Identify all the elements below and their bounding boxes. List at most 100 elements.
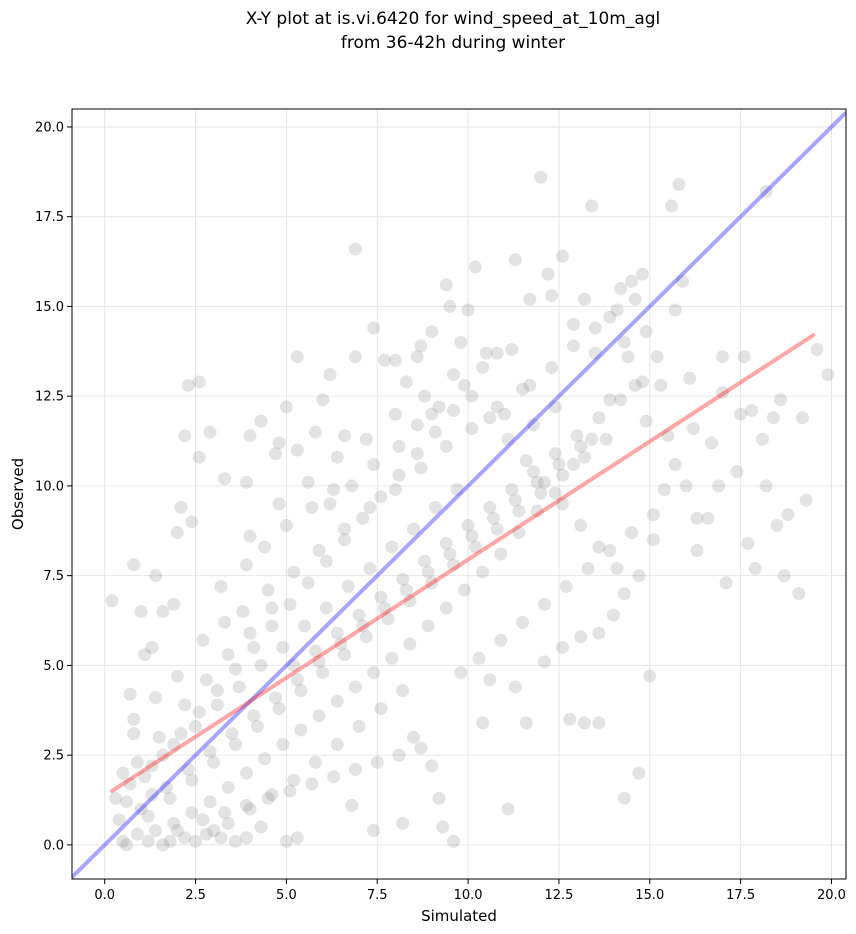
data-point xyxy=(316,666,330,680)
data-point xyxy=(443,299,457,313)
data-point xyxy=(541,267,555,281)
data-point xyxy=(338,429,352,443)
data-point xyxy=(577,450,591,464)
data-point xyxy=(614,281,628,295)
data-point xyxy=(388,407,402,421)
data-point xyxy=(592,626,606,640)
data-point xyxy=(290,350,304,364)
data-point xyxy=(359,432,373,446)
data-point xyxy=(218,806,232,820)
data-point xyxy=(210,698,224,712)
data-point xyxy=(588,346,602,360)
data-point xyxy=(152,730,166,744)
data-point xyxy=(229,737,243,751)
data-point xyxy=(712,479,726,493)
data-point xyxy=(145,759,159,773)
data-point xyxy=(516,382,530,396)
data-point xyxy=(646,508,660,522)
data-point xyxy=(454,666,468,680)
data-point xyxy=(494,547,508,561)
data-point xyxy=(523,378,537,392)
data-point xyxy=(294,684,308,698)
regression-fit-line xyxy=(109,333,816,794)
data-point xyxy=(512,504,526,518)
x-tick-label: 20.0 xyxy=(817,888,846,903)
data-point xyxy=(370,755,384,769)
data-point xyxy=(367,457,381,471)
data-point xyxy=(526,418,540,432)
data-point xyxy=(167,816,181,830)
data-point xyxy=(239,831,253,845)
data-point xyxy=(272,497,286,511)
data-point xyxy=(308,425,322,439)
data-point xyxy=(508,493,522,507)
data-point xyxy=(490,400,504,414)
data-point xyxy=(683,371,697,385)
data-point xyxy=(737,350,751,364)
data-point xyxy=(821,368,835,382)
data-point xyxy=(221,780,235,794)
data-point xyxy=(388,353,402,367)
data-point xyxy=(505,483,519,497)
data-point xyxy=(654,378,668,392)
data-point xyxy=(770,518,784,532)
data-point xyxy=(508,253,522,267)
data-point xyxy=(145,788,159,802)
data-point xyxy=(327,483,341,497)
data-point xyxy=(130,827,144,841)
data-point xyxy=(261,583,275,597)
data-point xyxy=(290,443,304,457)
data-point xyxy=(487,511,501,525)
data-point xyxy=(319,601,333,615)
data-point xyxy=(298,619,312,633)
x-axis-label: Simulated xyxy=(421,907,497,925)
data-point xyxy=(425,325,439,339)
data-point xyxy=(414,461,428,475)
data-point xyxy=(585,199,599,213)
data-point xyxy=(483,411,497,425)
data-point xyxy=(120,838,134,852)
data-point xyxy=(192,375,206,389)
data-point xyxy=(646,533,660,547)
data-point xyxy=(537,475,551,489)
data-point xyxy=(374,590,388,604)
data-point xyxy=(189,834,203,848)
data-point xyxy=(399,583,413,597)
data-point xyxy=(617,335,631,349)
data-point xyxy=(199,673,213,687)
y-tick-label: 17.5 xyxy=(35,210,64,225)
x-tick-label: 12.5 xyxy=(544,888,573,903)
data-point xyxy=(283,784,297,798)
data-point xyxy=(563,712,577,726)
x-tick-label: 7.5 xyxy=(367,888,388,903)
data-point xyxy=(534,170,548,184)
data-point xyxy=(330,626,344,640)
data-point xyxy=(417,389,431,403)
data-point xyxy=(428,425,442,439)
data-point xyxy=(283,597,297,611)
data-point xyxy=(330,737,344,751)
data-point xyxy=(625,526,639,540)
data-point xyxy=(359,630,373,644)
data-point xyxy=(417,554,431,568)
data-point xyxy=(686,421,700,435)
data-point xyxy=(396,684,410,698)
data-point xyxy=(675,274,689,288)
data-point xyxy=(603,310,617,324)
data-point xyxy=(439,601,453,615)
data-point xyxy=(265,788,279,802)
data-point xyxy=(439,536,453,550)
data-point xyxy=(338,533,352,547)
y-tick-label: 12.5 xyxy=(35,390,64,405)
data-point xyxy=(239,558,253,572)
data-point xyxy=(497,407,511,421)
y-tick-label: 5.0 xyxy=(43,659,64,674)
data-point xyxy=(545,289,559,303)
data-point xyxy=(338,648,352,662)
data-point xyxy=(392,468,406,482)
data-point xyxy=(668,457,682,471)
data-point xyxy=(268,447,282,461)
data-point xyxy=(330,694,344,708)
data-point xyxy=(447,834,461,848)
data-point xyxy=(279,834,293,848)
